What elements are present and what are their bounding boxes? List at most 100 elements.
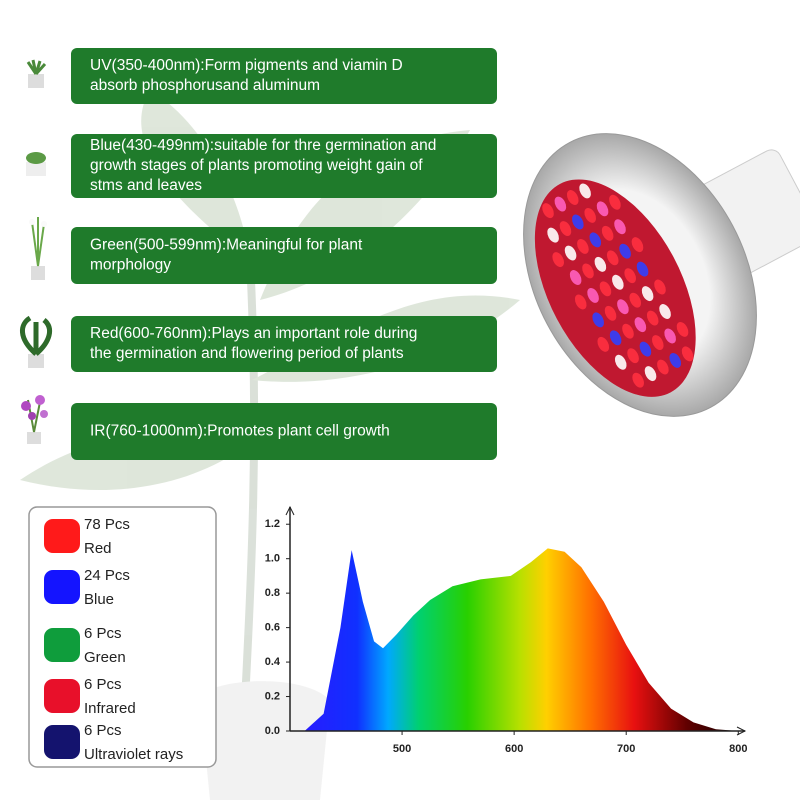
legend-name: Infrared	[84, 700, 136, 717]
feature-text: Blue(430-499nm):suitable for thre germin…	[90, 137, 436, 154]
led	[577, 239, 589, 254]
legend-swatch	[44, 725, 80, 759]
spectrum-chart: 0.0 0.2 0.4 0.6 0.8 1.0 1.2 500 600 700 800	[265, 505, 747, 755]
led	[554, 196, 567, 212]
led	[624, 268, 636, 284]
legend-name: Green	[84, 649, 126, 666]
y-tick-label: 0.4	[265, 656, 281, 668]
feature-text: UV(350-400nm):Form pigments and viamin D	[90, 57, 403, 74]
led	[572, 214, 584, 230]
legend-swatch	[44, 628, 80, 662]
plant-icons	[20, 59, 53, 444]
feature-text: Green(500-599nm):Meaningful for plant	[90, 237, 363, 254]
led	[664, 328, 676, 344]
led	[606, 250, 619, 266]
led	[582, 263, 594, 279]
led	[644, 366, 657, 382]
led	[579, 183, 591, 199]
y-tick-label: 0.8	[265, 587, 280, 599]
y-tick-label: 0.6	[265, 622, 280, 634]
feature-list: UV(350-400nm):Form pigments and viamin D…	[71, 48, 497, 460]
legend-swatch	[44, 519, 80, 553]
led	[589, 232, 602, 248]
led	[627, 348, 639, 364]
led	[619, 243, 631, 259]
led	[559, 221, 572, 236]
legend-count: 6 Pcs	[84, 625, 122, 642]
led	[641, 286, 654, 302]
led	[564, 245, 577, 261]
feature-box	[71, 134, 497, 198]
feature-box	[71, 227, 497, 284]
led	[587, 287, 599, 303]
y-tick-label: 0.2	[265, 690, 280, 702]
legend: 78 Pcs Red 24 Pcs Blue 6 Pcs Green 6 Pcs Infrar…	[44, 516, 183, 763]
led	[584, 207, 596, 223]
led	[654, 279, 666, 295]
legend-swatch	[44, 570, 80, 604]
led	[631, 237, 644, 253]
feature-text: absorb phosphorusand aluminum	[90, 77, 320, 94]
led	[592, 312, 604, 328]
y-arrow	[285, 505, 295, 516]
led	[601, 225, 614, 241]
led	[612, 274, 624, 290]
led	[597, 336, 610, 352]
led	[604, 305, 617, 321]
x-tick-label: 800	[729, 743, 747, 755]
led	[569, 270, 582, 285]
led	[622, 323, 634, 339]
led	[632, 372, 644, 388]
led	[617, 299, 629, 315]
legend-swatch	[44, 679, 80, 713]
feature-text: Red(600-760nm):Plays an important role d…	[90, 325, 417, 342]
led	[676, 321, 689, 337]
led	[614, 219, 626, 235]
led	[594, 256, 607, 272]
legend-name: Ultraviolet rays	[84, 746, 183, 763]
y-tick-label: 1.2	[265, 518, 280, 530]
led	[614, 354, 627, 370]
led	[552, 252, 564, 268]
feature-text: growth stages of plants promoting weight…	[90, 157, 423, 174]
led	[657, 359, 669, 375]
legend-count: 24 Pcs	[84, 567, 130, 584]
feature-text: stms and leaves	[90, 177, 202, 194]
y-tick-label: 0.0	[265, 725, 280, 737]
legend-name: Blue	[84, 591, 114, 608]
legend-count: 6 Pcs	[84, 722, 122, 739]
led	[609, 330, 622, 346]
led	[652, 335, 664, 350]
led	[609, 194, 621, 210]
feature-box	[71, 403, 497, 460]
led	[596, 201, 609, 217]
led	[634, 317, 647, 333]
x-tick-label: 600	[505, 743, 523, 755]
feature-box	[71, 48, 497, 104]
legend-count: 6 Pcs	[84, 676, 122, 693]
bulb	[523, 133, 800, 417]
led	[599, 281, 612, 297]
led	[659, 304, 671, 319]
feature-box	[71, 316, 497, 372]
x-tick-label: 700	[617, 743, 635, 755]
feature-text: morphology	[90, 257, 171, 274]
x-arrow	[736, 726, 747, 736]
feature-text: the germination and flowering period of …	[90, 345, 404, 362]
led	[636, 261, 649, 277]
x-tick-label: 500	[393, 743, 411, 755]
feature-text: IR(760-1000nm):Promotes plant cell growt…	[90, 423, 390, 440]
led	[547, 227, 559, 243]
led	[646, 310, 659, 326]
led	[681, 346, 694, 362]
legend-count: 78 Pcs	[84, 516, 130, 533]
led	[574, 294, 587, 310]
y-tick-label: 1.0	[265, 553, 280, 565]
led	[639, 341, 652, 357]
led	[542, 203, 554, 219]
led	[629, 292, 642, 308]
led	[669, 353, 682, 368]
led	[566, 190, 579, 205]
legend-name: Red	[84, 540, 112, 557]
